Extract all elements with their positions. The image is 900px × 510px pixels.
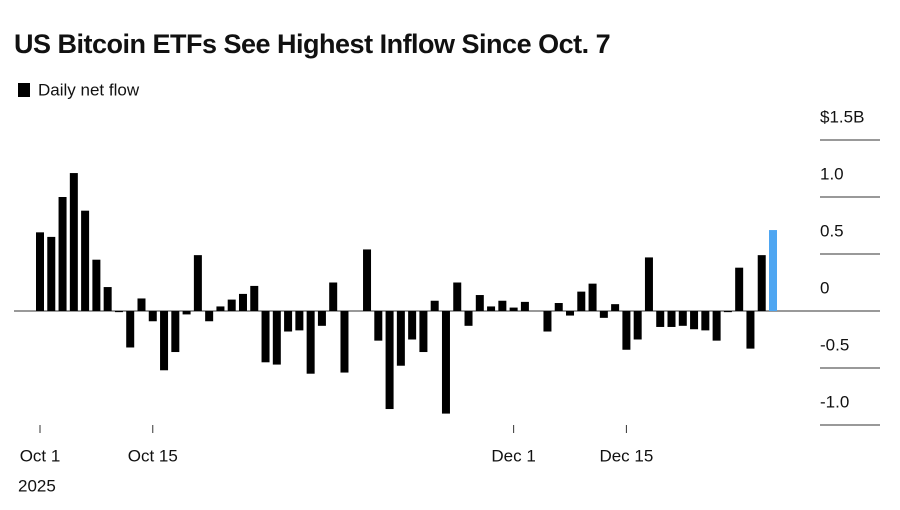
bar: [81, 210, 90, 311]
bar: [430, 300, 439, 311]
bar: [306, 311, 315, 374]
bar: [554, 303, 563, 311]
bar: [735, 267, 744, 311]
bar: [757, 255, 766, 311]
bar: [408, 311, 417, 340]
y-tick-label: 0: [820, 278, 829, 297]
bar: [441, 311, 450, 414]
legend-swatch: [18, 83, 30, 97]
bar: [588, 283, 597, 311]
bar: [712, 311, 721, 341]
x-tick-label: Dec 1: [491, 446, 535, 465]
bar: [216, 306, 225, 311]
bar: [340, 311, 349, 373]
bar: [137, 298, 146, 311]
x-tick-label: Oct 1: [20, 446, 61, 465]
bar: [317, 311, 326, 326]
bar: [690, 311, 699, 330]
bar: [284, 311, 293, 332]
bar: [238, 293, 247, 311]
bar: [385, 311, 394, 410]
year-label: 2025: [18, 476, 56, 495]
bar: [498, 300, 507, 311]
legend-label: Daily net flow: [38, 80, 140, 99]
bar: [701, 311, 710, 331]
bar: [160, 311, 169, 371]
bar: [487, 306, 496, 311]
bar: [464, 311, 473, 326]
y-tick-label: $1.5B: [820, 107, 864, 126]
bar: [36, 232, 44, 311]
bar: [261, 311, 270, 363]
bar: [182, 311, 191, 315]
bar: [633, 311, 642, 340]
bar: [453, 282, 462, 311]
bar: [126, 311, 135, 348]
bar: [667, 311, 676, 327]
bar: [419, 311, 428, 353]
x-tick-label: Oct 15: [128, 446, 178, 465]
bar: [92, 259, 101, 311]
bar: [69, 173, 78, 311]
bar: [599, 311, 608, 318]
bar: [250, 285, 259, 311]
bar: [769, 230, 777, 311]
y-tick-label: 1.0: [820, 164, 844, 183]
bar: [58, 197, 67, 311]
bar: [227, 299, 236, 311]
bar: [205, 311, 214, 322]
bar: [577, 291, 586, 311]
bar: [329, 282, 338, 311]
bar: [114, 311, 123, 313]
bar: [193, 255, 202, 311]
bar: [103, 287, 112, 311]
bar: [171, 311, 180, 353]
bar: [543, 311, 552, 332]
bar: [622, 311, 631, 350]
bar: [396, 311, 405, 366]
bar: [644, 257, 653, 311]
y-tick-label: -1.0: [820, 392, 849, 411]
chart-title: US Bitcoin ETFs See Highest Inflow Since…: [14, 29, 610, 59]
bar: [148, 311, 157, 322]
y-tick-label: 0.5: [820, 221, 844, 240]
bar: [566, 311, 575, 316]
bar: [723, 311, 732, 313]
x-tick-label: Dec 15: [599, 446, 653, 465]
bar: [363, 249, 372, 311]
bar: [520, 301, 529, 311]
bar: [746, 311, 755, 349]
bar: [509, 307, 518, 311]
bar: [295, 311, 304, 331]
bar: [678, 311, 687, 326]
bar: [656, 311, 665, 327]
bar: [611, 304, 620, 311]
bar: [272, 311, 281, 365]
bar: [374, 311, 383, 341]
bar: [475, 295, 484, 311]
bar: [47, 236, 56, 311]
y-tick-label: -0.5: [820, 335, 849, 354]
